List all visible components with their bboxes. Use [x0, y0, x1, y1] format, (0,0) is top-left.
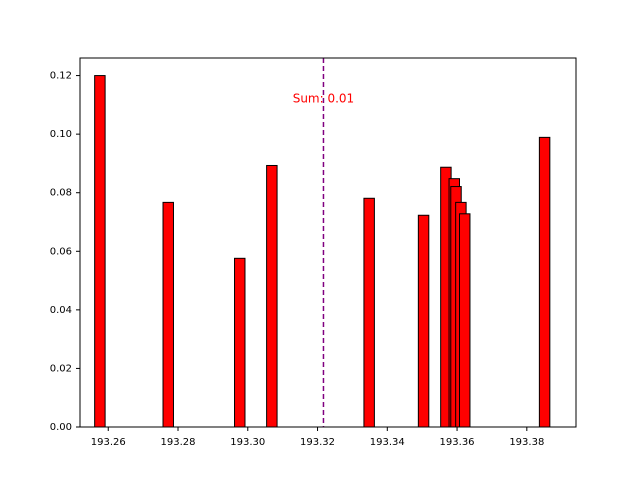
- bar-4: [363, 197, 375, 428]
- x-tick-label: 193.34: [370, 437, 405, 448]
- y-tick-label: 0.10: [50, 129, 72, 140]
- y-tick-label: 0.04: [50, 305, 72, 316]
- x-tick-label: 193.32: [300, 437, 335, 448]
- bar-11: [538, 136, 551, 428]
- bar-3: [266, 164, 278, 428]
- bars-layer: [94, 75, 551, 428]
- bar-5: [417, 214, 430, 428]
- y-tick-label: 0.06: [50, 246, 72, 257]
- x-tick-label: 193.36: [440, 437, 475, 448]
- axes-layer: 193.26 193.28 193.30 193.32 193.34 193.36 193.…: [50, 57, 577, 448]
- x-tick-label: 193.30: [230, 437, 265, 448]
- bar-10: [458, 213, 471, 428]
- axes-frame: [79, 57, 577, 428]
- y-tick-label: 0.08: [50, 188, 72, 199]
- y-tick-label: 0.00: [50, 422, 72, 433]
- y-tick-label: 0.02: [50, 363, 72, 374]
- sum-annotation: Sum: 0.01: [293, 92, 355, 106]
- x-tick-label: 193.26: [91, 437, 126, 448]
- y-tick-label: 0.12: [50, 71, 72, 82]
- x-tick-label: 193.28: [161, 437, 196, 448]
- bar-2: [234, 257, 246, 428]
- bar-1: [162, 201, 174, 428]
- bar-0: [94, 75, 106, 428]
- x-tick-label: 193.38: [509, 437, 544, 448]
